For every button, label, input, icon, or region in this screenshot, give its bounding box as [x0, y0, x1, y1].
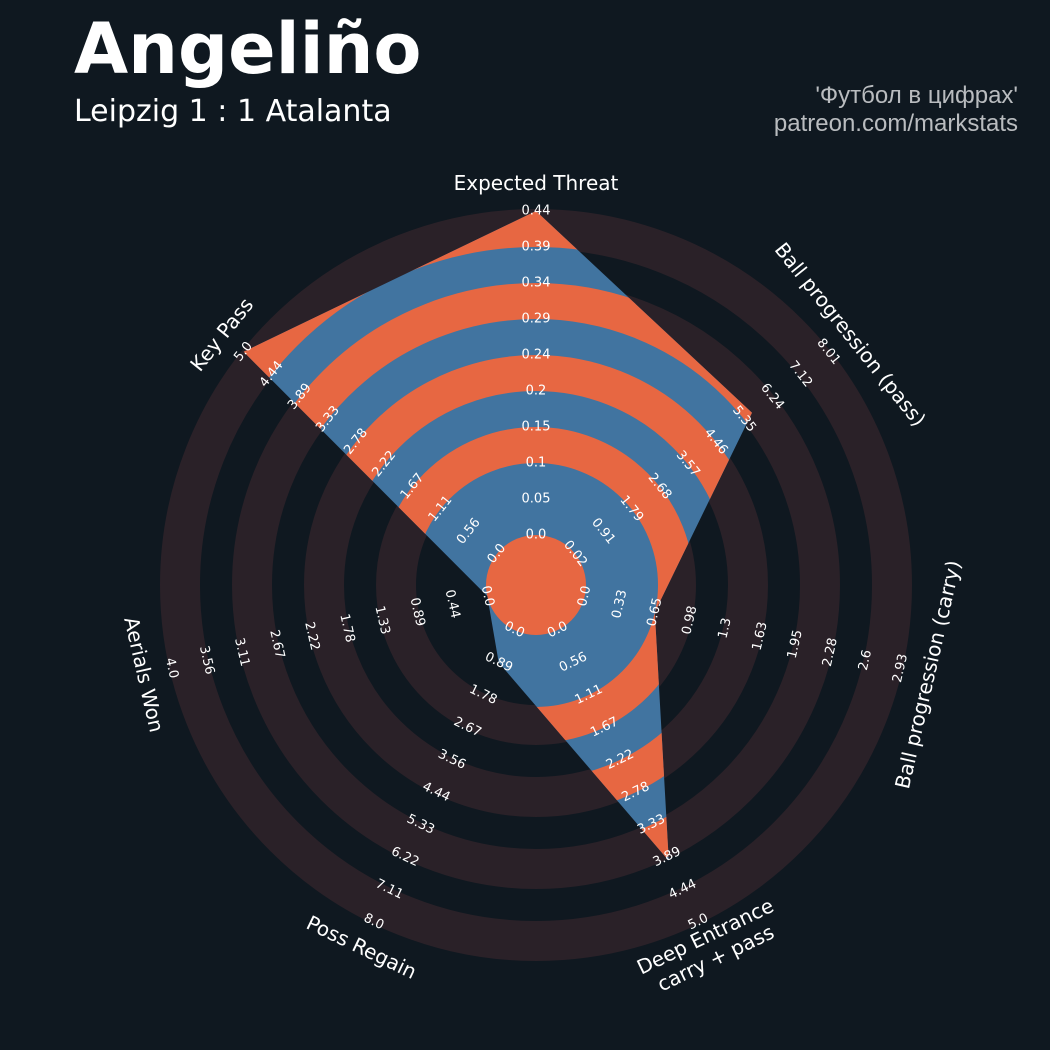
tick-label: 1.95: [785, 628, 806, 660]
tick-label: 0.0: [575, 584, 594, 608]
tick-label: 0.29: [522, 312, 551, 327]
area-stripe-3: [243, 211, 752, 861]
tick-label: 1.33: [371, 604, 392, 636]
tick-label: 0.24: [522, 348, 551, 363]
tick-label: 1.63: [750, 620, 771, 652]
tick-label: 0.0: [526, 528, 547, 543]
area-center-disc: [486, 535, 586, 635]
tick-label: 0.15: [522, 420, 551, 435]
tick-label: 0.89: [407, 596, 428, 628]
match-subtitle: Leipzig 1 : 1 Atalanta: [74, 94, 392, 129]
tick-label: 4.0: [162, 656, 181, 680]
tick-label: 2.67: [266, 628, 287, 660]
tick-label: 1.3: [715, 616, 734, 640]
tick-label: 3.56: [196, 644, 217, 676]
tick-label: 0.34: [522, 276, 551, 291]
tick-label: 0.1: [526, 456, 547, 471]
tick-label: 0.39: [522, 240, 551, 255]
player-name-title: Angeliño: [74, 8, 422, 90]
tick-label: 0.33: [609, 588, 630, 620]
tick-label: 0.44: [522, 204, 551, 219]
tick-label: 0.05: [522, 492, 551, 507]
tick-label: 0.65: [644, 596, 665, 628]
axis-label: Aerials Won: [119, 615, 169, 735]
credit-link: patreon.com/markstats: [773, 110, 1018, 137]
tick-label: 0.44: [442, 588, 463, 620]
tick-label: 2.28: [820, 636, 841, 668]
tick-label: 2.6: [856, 648, 875, 672]
tick-label: 2.93: [890, 652, 911, 684]
credit-channel: 'Футбол в цифрах': [815, 82, 1018, 109]
tick-label: 0.98: [679, 604, 700, 636]
axis-label: Expected Threat: [454, 171, 619, 195]
tick-label: 3.11: [231, 636, 252, 668]
tick-label: 0.2: [526, 384, 547, 399]
tick-label: 2.22: [301, 620, 322, 652]
tick-label: 0.0: [478, 584, 497, 608]
tick-label: 1.78: [336, 612, 357, 644]
